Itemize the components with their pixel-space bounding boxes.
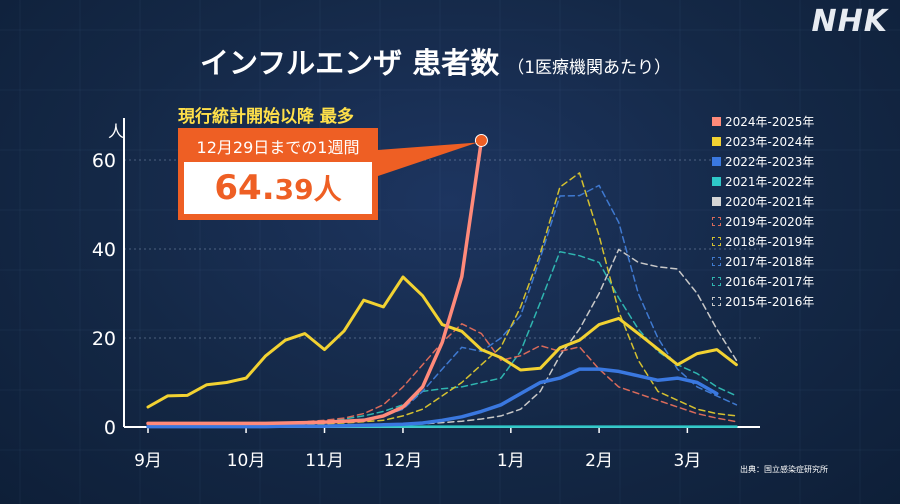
x-tick-label: 11月 <box>305 451 344 471</box>
legend-label: 2015年-2016年 <box>725 294 815 309</box>
legend-label: 2023年-2024年 <box>725 134 815 149</box>
legend-label: 2024年-2025年 <box>725 114 815 129</box>
chart-legend: 2024年-2025年 2023年-2024年 2022年-2023年 2021年-2… <box>712 111 814 311</box>
x-tick-label: 1月 <box>497 451 525 471</box>
legend-label: 2019年-2020年 <box>725 214 815 229</box>
x-tick-label: 10月 <box>227 451 266 471</box>
legend-item: 2019年-2020年 <box>712 211 814 231</box>
legend-swatch <box>712 156 721 166</box>
legend-label: 2016年-2017年 <box>725 274 815 289</box>
chart-title: インフルエンザ 患者数 （1医療機関あたり） <box>200 40 671 82</box>
chart-title-text: インフルエンザ 患者数 <box>200 46 500 80</box>
legend-swatch <box>712 256 721 266</box>
source-note: 出典：国立感染症研究所 <box>740 465 828 474</box>
series-line-2023年-2024年 <box>146 275 738 409</box>
legend-swatch <box>712 296 721 306</box>
x-tick-label: 2月 <box>585 451 613 471</box>
callout-value-small: 39人 <box>274 173 342 206</box>
chart-subtitle: （1医療機関あたり） <box>507 58 672 78</box>
legend-swatch <box>712 236 721 246</box>
legend-item: 2024年-2025年 <box>712 111 814 131</box>
legend-label: 2018年-2019年 <box>725 234 815 249</box>
callout-value-panel: 64.39人 <box>184 162 372 214</box>
y-axis-unit-label: 人 <box>108 122 125 141</box>
callout-headline: 現行統計開始以降 最多 <box>178 107 354 127</box>
legend-label: 2020年-2021年 <box>725 194 815 209</box>
y-tick-label: 0 <box>104 417 116 439</box>
series-line-2024年-2025年 <box>146 138 484 426</box>
legend-item: 2023年-2024年 <box>712 131 814 151</box>
legend-item: 2022年-2023年 <box>712 151 814 171</box>
latest-point-marker <box>474 133 488 147</box>
legend-item: 2021年-2022年 <box>712 171 814 191</box>
y-tick-label: 20 <box>92 328 116 350</box>
legend-item: 2017年-2018年 <box>712 251 814 271</box>
legend-swatch <box>712 196 721 206</box>
x-tick-label: 9月 <box>134 451 162 471</box>
legend-item: 2016年-2017年 <box>712 271 814 291</box>
series-line-2016年-2017年 <box>147 250 738 427</box>
legend-swatch <box>712 116 721 126</box>
x-tick-label: 12月 <box>384 451 423 471</box>
legend-item: 2020年-2021年 <box>712 191 814 211</box>
y-tick-label: 40 <box>92 239 116 261</box>
legend-label: 2021年-2022年 <box>725 174 815 189</box>
callout-value: 64. <box>214 168 275 208</box>
legend-item: 2018年-2019年 <box>712 231 814 251</box>
callout-box: 12月29日までの1週間 64.39人 <box>178 128 378 220</box>
nhk-logo: NHK <box>811 4 888 39</box>
x-tick-label: 3月 <box>673 451 701 471</box>
legend-swatch <box>712 136 721 146</box>
legend-swatch <box>712 276 721 286</box>
series-line-2018年-2019年 <box>147 172 738 427</box>
series-line-2017年-2018年 <box>147 184 738 427</box>
legend-label: 2022年-2023年 <box>725 154 815 169</box>
legend-swatch <box>712 216 721 226</box>
y-tick-label: 60 <box>92 150 116 172</box>
legend-swatch <box>712 176 721 186</box>
series-line-2015年-2016年 <box>147 248 738 428</box>
legend-item: 2015年-2016年 <box>712 291 814 311</box>
series-line-2022年-2023年 <box>146 367 719 429</box>
callout-pointer <box>378 142 478 176</box>
legend-label: 2017年-2018年 <box>725 254 815 269</box>
callout-period: 12月29日までの1週間 <box>196 138 360 157</box>
